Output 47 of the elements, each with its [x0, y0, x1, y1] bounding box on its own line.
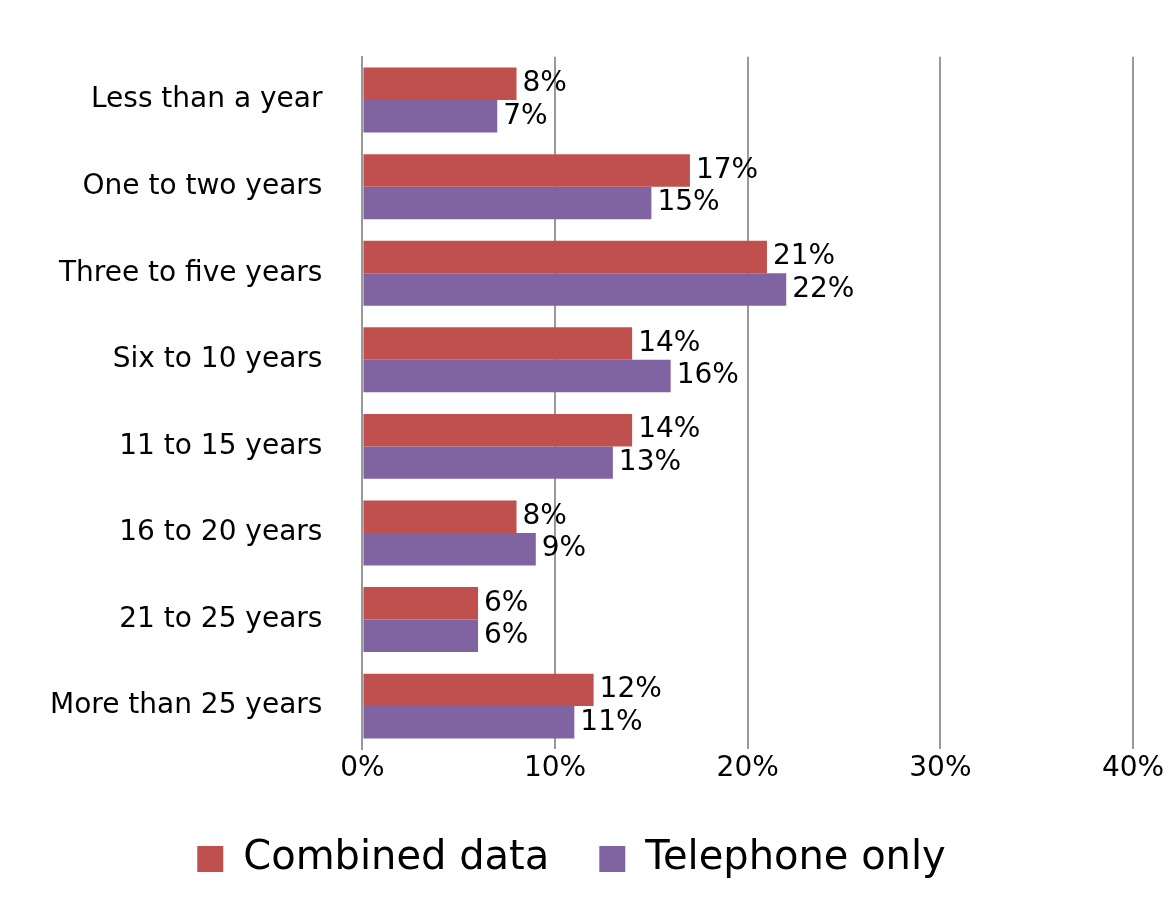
x-tick-label: 0%: [340, 750, 385, 784]
data-label: 11%: [580, 703, 643, 737]
bar: [363, 673, 594, 707]
y-tick-label: Three to five years: [57, 254, 323, 288]
data-label: 8%: [522, 65, 567, 99]
data-label: 14%: [638, 324, 701, 358]
data-label: 15%: [657, 184, 720, 218]
data-label: 12%: [599, 671, 662, 705]
y-tick-label: One to two years: [82, 167, 323, 201]
bar: [363, 327, 633, 360]
bar: [363, 100, 498, 133]
y-tick-label: More than 25 years: [49, 687, 323, 721]
x-tick-label: 40%: [1101, 750, 1165, 784]
data-label: 16%: [676, 357, 739, 391]
legend-label: Combined data: [243, 832, 550, 879]
x-tick-label: 10%: [523, 750, 587, 784]
bar: [363, 273, 787, 306]
x-tick-label: 20%: [716, 750, 779, 784]
y-tick-label: Less than a year: [90, 81, 323, 115]
bar: [363, 532, 536, 566]
data-label: 7%: [503, 97, 548, 131]
bar: [363, 154, 690, 187]
bar: [363, 186, 652, 220]
bar: [363, 619, 479, 652]
bar: [363, 587, 479, 620]
bar: [363, 500, 517, 533]
data-label: 8%: [522, 498, 567, 532]
data-label: 17%: [695, 151, 759, 185]
bar: [363, 413, 633, 447]
bar: [363, 706, 575, 739]
data-label: 22%: [792, 270, 855, 304]
data-label: 21%: [772, 238, 836, 272]
y-tick-label: 16 to 20 years: [119, 514, 323, 548]
bar: [363, 359, 671, 393]
data-label: 13%: [618, 443, 682, 477]
data-label: 6%: [484, 617, 529, 651]
y-tick-label: Six to 10 years: [112, 341, 323, 375]
bar: [363, 67, 517, 101]
bar: [363, 446, 613, 479]
y-tick-label: 21 to 25 years: [119, 600, 323, 634]
x-tick-label: 30%: [909, 750, 972, 784]
legend-label: Telephone only: [644, 832, 946, 879]
bar: [363, 240, 767, 274]
data-label: 9%: [541, 530, 587, 564]
data-label: 14%: [638, 411, 701, 445]
y-tick-label: 11 to 15 years: [119, 427, 323, 461]
data-label: 6%: [484, 584, 529, 618]
